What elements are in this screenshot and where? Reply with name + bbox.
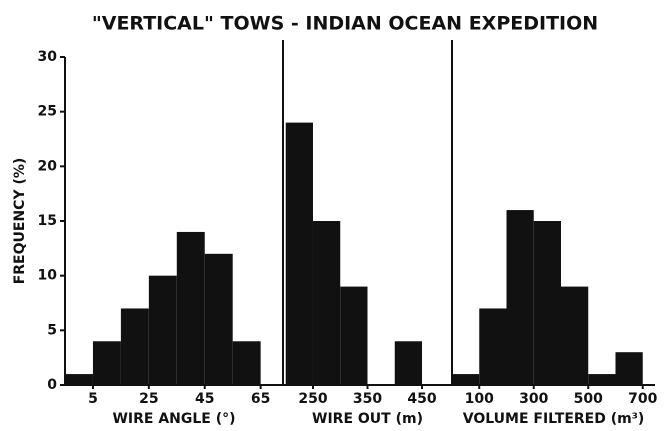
x-tick-label: 250: [298, 391, 327, 407]
bar: [120, 308, 149, 385]
x-tick-label: 65: [251, 391, 270, 407]
bar: [204, 253, 233, 385]
bar: [452, 374, 480, 385]
bar: [506, 210, 534, 385]
bar: [92, 341, 121, 385]
x-tick-label: 700: [628, 391, 657, 407]
bar: [560, 286, 589, 385]
bar: [479, 308, 507, 385]
bar: [285, 122, 313, 385]
bar: [148, 275, 177, 385]
bar: [176, 231, 205, 385]
x-tick-label: 25: [139, 391, 158, 407]
x-tick-label: 300: [519, 391, 548, 407]
bar: [232, 341, 261, 385]
y-axis-label: FREQUENCY (%): [12, 158, 28, 285]
x-tick-label: 5: [88, 391, 98, 407]
bar: [533, 221, 561, 385]
x-tick-label: 500: [574, 391, 603, 407]
y-tick-label: 25: [38, 104, 57, 120]
bar: [340, 286, 368, 385]
bar: [394, 341, 423, 385]
x-axis-label: WIRE ANGLE (°): [112, 411, 235, 427]
bar: [65, 374, 93, 385]
x-tick-label: 100: [465, 391, 494, 407]
x-tick-label: 450: [407, 391, 436, 407]
bar: [312, 221, 341, 385]
y-tick-label: 10: [38, 268, 58, 284]
bar: [615, 352, 643, 385]
y-tick-label: 30: [38, 49, 58, 65]
x-axis-label: VOLUME FILTERED (m³): [463, 411, 645, 427]
bar: [588, 374, 616, 385]
y-tick-label: 0: [47, 377, 57, 393]
chart-title: "VERTICAL" TOWS - INDIAN OCEAN EXPEDITIO…: [92, 13, 598, 35]
x-axis-label: WIRE OUT (m): [312, 411, 423, 427]
y-tick-label: 5: [47, 322, 57, 338]
x-tick-label: 350: [353, 391, 382, 407]
y-tick-label: 15: [38, 213, 57, 229]
y-tick-label: 20: [38, 158, 58, 174]
x-tick-label: 45: [195, 391, 214, 407]
